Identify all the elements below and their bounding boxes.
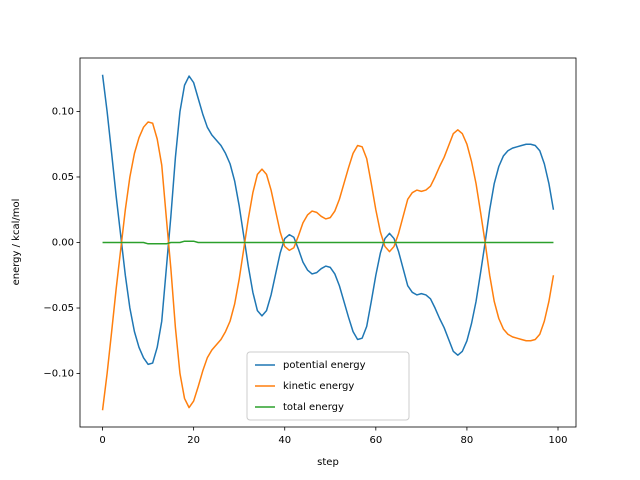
y-tick-label: 0.05	[52, 172, 74, 183]
x-tick-label: 60	[369, 435, 382, 446]
y-tick-label: 0.10	[52, 106, 74, 117]
legend-label: kinetic energy	[283, 381, 354, 392]
x-tick-label: 20	[187, 435, 200, 446]
plot-frame	[79, 57, 577, 428]
line-series	[102, 240, 554, 245]
line-series	[101, 121, 555, 411]
legend-box	[246, 351, 410, 421]
y-tick-label: 0.00	[52, 238, 74, 249]
x-tick-label: 100	[548, 435, 567, 446]
legend-label: potential energy	[283, 360, 366, 371]
y-axis-label: energy / kcal/mol	[11, 199, 22, 286]
legend-label: total energy	[283, 402, 344, 413]
y-tick-label: −0.05	[43, 303, 74, 314]
x-tick-label: 0	[99, 435, 105, 446]
y-tick-label: −0.10	[43, 369, 74, 380]
line-series	[101, 74, 555, 366]
x-axis-label: step	[317, 457, 339, 468]
x-tick-label: 40	[278, 435, 291, 446]
x-tick-label: 80	[461, 435, 474, 446]
